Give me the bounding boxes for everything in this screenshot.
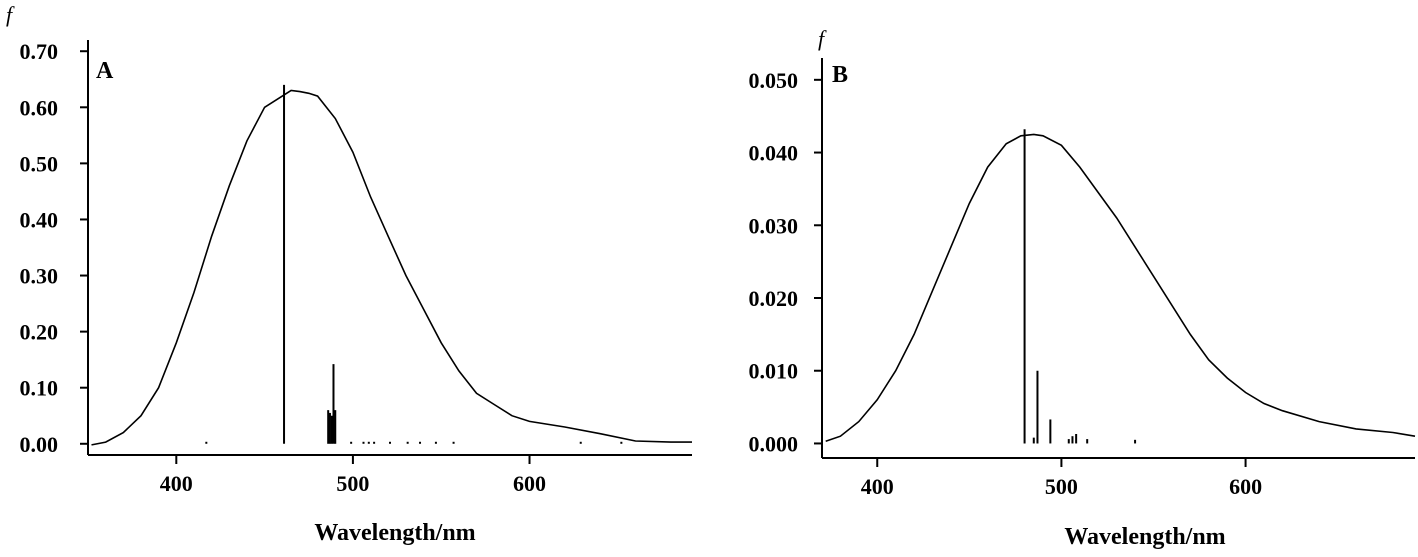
x-tick-label: 400 xyxy=(160,471,193,496)
spectrum-curve xyxy=(91,89,692,446)
y-tick-label: 0.10 xyxy=(20,376,59,401)
spectrum-curve xyxy=(825,133,1416,443)
x-axis-title: Wavelength/nm xyxy=(1064,524,1225,550)
y-tick-label: 0.20 xyxy=(20,320,59,345)
y-tick-label: 0.50 xyxy=(20,151,59,176)
x-tick-label: 400 xyxy=(861,474,894,499)
x-axis-title: Wavelength/nm xyxy=(314,520,475,546)
x-tick-label: 600 xyxy=(513,471,546,496)
y-tick-label: 0.00 xyxy=(20,432,59,457)
panel-b: 0.000 0.010 0.020 0.030 0.040 0.050 400 500 600W… xyxy=(749,26,1416,550)
y-tick-label: 0.000 xyxy=(749,431,799,456)
y-tick-label: 0.30 xyxy=(20,264,59,289)
y-tick-label: 0.60 xyxy=(20,95,59,120)
x-tick-label: 500 xyxy=(1045,474,1078,499)
x-tick-label: 500 xyxy=(336,471,369,496)
y-tick-label: 0.020 xyxy=(749,286,799,311)
y-tick-label: 0.40 xyxy=(20,207,59,232)
x-tick-label: 600 xyxy=(1229,474,1262,499)
y-axis-title: f xyxy=(6,2,15,27)
y-tick-label: 0.050 xyxy=(749,68,799,93)
y-axis-title: f xyxy=(818,26,827,51)
y-tick-label: 0.030 xyxy=(749,213,799,238)
panel-letter: A xyxy=(96,58,114,84)
y-tick-label: 0.040 xyxy=(749,141,799,166)
y-tick-label: 0.010 xyxy=(749,359,799,384)
panel-a: 0.00 0.10 0.20 0.30 0.40 0.50 0.60 0.70 400 500 60… xyxy=(6,2,692,546)
y-tick-label: 0.70 xyxy=(20,39,59,64)
panel-letter: B xyxy=(832,62,848,88)
